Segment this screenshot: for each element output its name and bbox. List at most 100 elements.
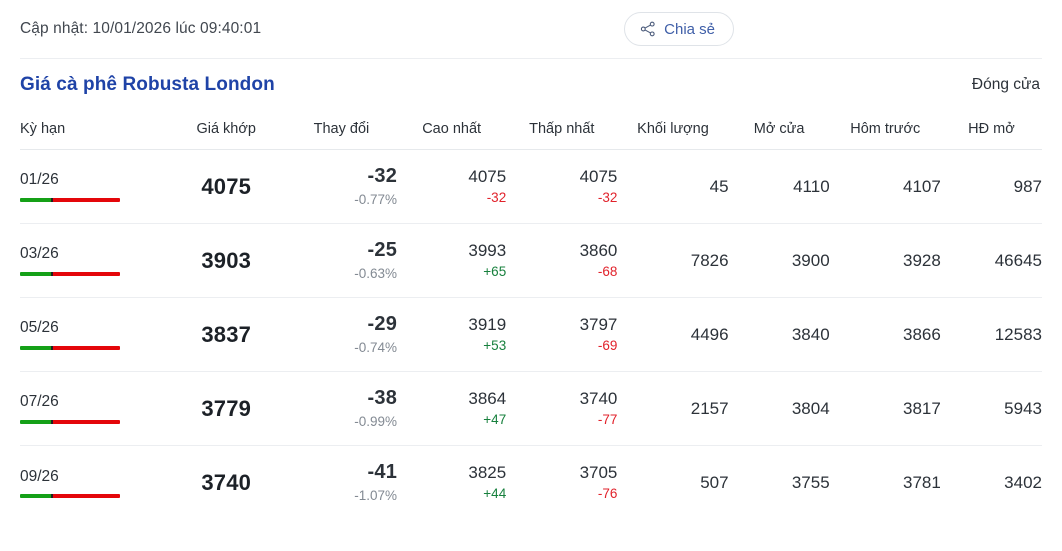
column-header-volume[interactable]: Khối lượng bbox=[617, 111, 729, 150]
cell-prev-close: 3866 bbox=[829, 297, 941, 372]
cell-low: 3797 -69 bbox=[506, 297, 618, 372]
cell-change: -38 -0.99% bbox=[285, 371, 398, 446]
change-percent: -0.99% bbox=[354, 413, 398, 429]
high-value: 3919 bbox=[468, 315, 507, 335]
cell-term: 05/26 bbox=[20, 297, 167, 372]
change-value: -38 bbox=[367, 387, 398, 410]
price-value: 3837 bbox=[201, 321, 252, 347]
section-title-row: Giá cà phê Robusta London Đóng cửa bbox=[0, 59, 1062, 111]
open-interest-value: 12583 bbox=[994, 324, 1042, 344]
cell-volume: 507 bbox=[617, 446, 728, 520]
open-interest-value: 3402 bbox=[1004, 472, 1042, 492]
column-header-open-interest[interactable]: HĐ mở bbox=[940, 111, 1042, 150]
cell-volume: 2157 bbox=[617, 371, 729, 446]
quote-table: Kỳ hạn Giá khớp Thay đổi Cao nhất Thấp n… bbox=[20, 111, 1042, 520]
range-bar-marker bbox=[51, 271, 53, 276]
cell-change: -41 -1.07% bbox=[286, 446, 397, 520]
range-bar-marker bbox=[51, 419, 53, 424]
prev-close-value: 4107 bbox=[903, 176, 941, 196]
open-value: 4110 bbox=[793, 176, 830, 196]
price-value: 3779 bbox=[201, 395, 252, 421]
table-row[interactable]: 09/26 3740 -41 -1.07% 3825 +44 3705 -76 507 3755 3… bbox=[20, 446, 1042, 520]
cell-change: -25 -0.63% bbox=[285, 223, 398, 298]
quote-table-body: 01/26 4075 -32 -0.77% 4075 -32 4075 -32 45 4110 41… bbox=[20, 149, 1042, 520]
volume-value: 45 bbox=[709, 176, 729, 196]
header-divider bbox=[20, 58, 1042, 59]
open-value: 3755 bbox=[791, 472, 830, 492]
range-bar-marker bbox=[51, 197, 53, 202]
day-range-bar bbox=[20, 345, 120, 350]
cell-price: 4075 bbox=[166, 149, 286, 224]
term-label: 09/26 bbox=[20, 467, 59, 485]
cell-low: 3740 -77 bbox=[506, 371, 618, 446]
cell-prev-close: 4107 bbox=[829, 149, 941, 224]
change-percent: -1.07% bbox=[354, 488, 398, 504]
column-header-low[interactable]: Thấp nhất bbox=[506, 111, 618, 150]
cell-open-interest: 12583 bbox=[940, 297, 1042, 372]
high-delta: +65 bbox=[483, 264, 507, 280]
table-row[interactable]: 01/26 4075 -32 -0.77% 4075 -32 4075 -32 45 4110 41… bbox=[20, 149, 1042, 224]
volume-value: 2157 bbox=[690, 398, 729, 418]
column-header-open[interactable]: Mở cửa bbox=[728, 111, 830, 150]
high-delta: -32 bbox=[486, 190, 507, 206]
cell-open: 3804 bbox=[728, 371, 830, 446]
open-interest-value: 46645 bbox=[994, 250, 1042, 270]
share-button[interactable]: Chia sẻ bbox=[624, 12, 734, 46]
cell-high: 3825 +44 bbox=[397, 446, 506, 520]
cell-volume: 4496 bbox=[617, 297, 729, 372]
table-row[interactable]: 03/26 3903 -25 -0.63% 3993 +65 3860 -68 7826 3900… bbox=[20, 223, 1042, 298]
change-percent: -0.77% bbox=[354, 191, 398, 207]
range-bar-high-segment bbox=[53, 271, 120, 276]
term-label: 03/26 bbox=[20, 245, 59, 263]
cell-volume: 7826 bbox=[617, 223, 729, 298]
low-delta: -32 bbox=[597, 190, 618, 206]
low-value: 3705 bbox=[579, 463, 618, 483]
cell-open: 4110 bbox=[728, 149, 830, 224]
high-value: 4075 bbox=[468, 167, 507, 187]
column-header-term[interactable]: Kỳ hạn bbox=[20, 111, 167, 150]
high-value: 3993 bbox=[468, 241, 507, 261]
cell-prev-close: 3817 bbox=[829, 371, 941, 446]
top-bar: Cập nhật: 10/01/2026 lúc 09:40:01 Chia s… bbox=[0, 0, 1062, 58]
cell-volume: 45 bbox=[617, 149, 729, 224]
high-value: 3825 bbox=[468, 463, 507, 483]
cell-open-interest: 46645 bbox=[940, 223, 1042, 298]
range-bar-marker bbox=[51, 345, 53, 350]
open-interest-value: 987 bbox=[1013, 176, 1042, 196]
cell-low: 3860 -68 bbox=[506, 223, 618, 298]
term-label: 01/26 bbox=[20, 171, 59, 189]
cell-high: 3864 +47 bbox=[397, 371, 507, 446]
price-value: 3740 bbox=[201, 469, 252, 495]
volume-value: 507 bbox=[700, 472, 729, 492]
market-status-label: Đóng cửa bbox=[971, 76, 1040, 93]
range-bar-marker bbox=[51, 493, 53, 498]
price-value: 4075 bbox=[201, 173, 252, 199]
low-delta: -68 bbox=[597, 264, 618, 280]
table-row[interactable]: 07/26 3779 -38 -0.99% 3864 +47 3740 -77 2157 3804… bbox=[20, 371, 1042, 446]
range-bar-high-segment bbox=[53, 493, 120, 498]
quote-table-head: Kỳ hạn Giá khớp Thay đổi Cao nhất Thấp n… bbox=[20, 111, 1042, 150]
volume-value: 7826 bbox=[690, 250, 729, 270]
cell-open-interest: 987 bbox=[940, 149, 1042, 224]
prev-close-value: 3928 bbox=[903, 250, 941, 270]
prev-close-value: 3866 bbox=[903, 324, 941, 344]
cell-high: 3993 +65 bbox=[397, 223, 507, 298]
term-label: 07/26 bbox=[20, 393, 59, 411]
table-row[interactable]: 05/26 3837 -29 -0.74% 3919 +53 3797 -69 4496 3840… bbox=[20, 297, 1042, 372]
column-header-prev-close[interactable]: Hôm trước bbox=[829, 111, 941, 150]
cell-price: 3837 bbox=[166, 297, 286, 372]
cell-term: 01/26 bbox=[20, 149, 167, 224]
column-header-price[interactable]: Giá khớp bbox=[166, 111, 286, 150]
column-header-high[interactable]: Cao nhất bbox=[397, 111, 507, 150]
cell-prev-close: 3781 bbox=[830, 446, 941, 520]
column-header-change[interactable]: Thay đổi bbox=[285, 111, 398, 150]
day-range-bar bbox=[20, 493, 120, 498]
cell-term: 09/26 bbox=[20, 446, 167, 520]
open-value: 3840 bbox=[791, 324, 830, 344]
high-delta: +44 bbox=[483, 486, 507, 502]
high-delta: +53 bbox=[483, 338, 507, 354]
cell-change: -29 -0.74% bbox=[285, 297, 398, 372]
cell-term: 03/26 bbox=[20, 223, 167, 298]
range-bar-low-segment bbox=[20, 197, 51, 202]
cell-low: 3705 -76 bbox=[506, 446, 618, 520]
